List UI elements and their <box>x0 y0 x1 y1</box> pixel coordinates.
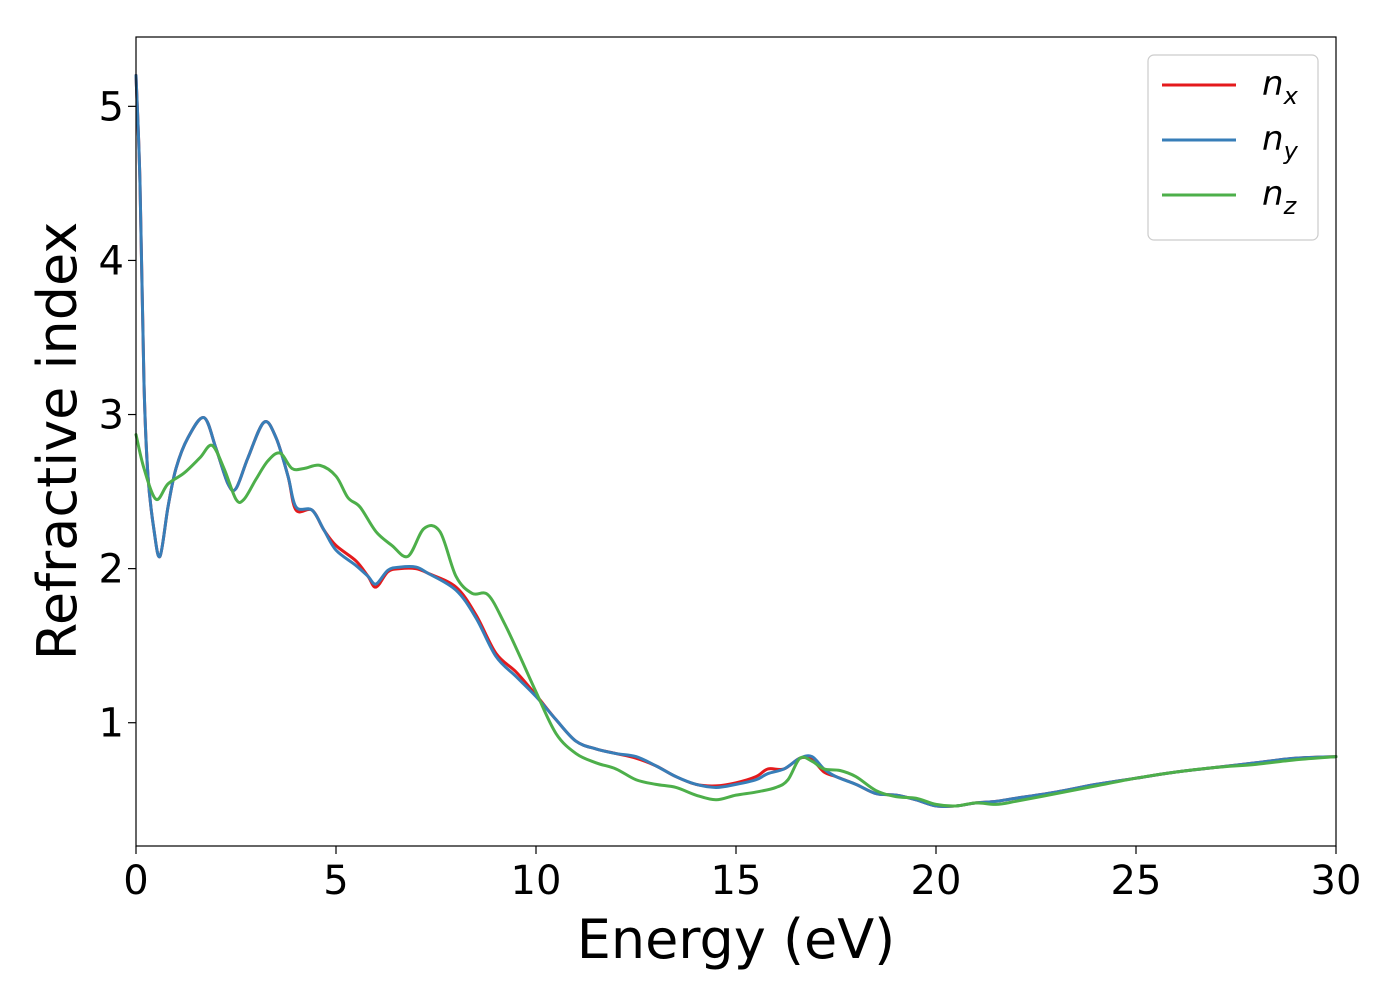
x-tick-label: 20 <box>911 858 962 904</box>
x-tick-label: 10 <box>511 858 562 904</box>
y-tick-label: 3 <box>99 393 124 439</box>
y-tick-label: 4 <box>99 238 124 284</box>
y-axis-label: Refractive index <box>26 222 89 661</box>
y-tick-label: 2 <box>99 547 124 593</box>
x-tick-label: 15 <box>711 858 762 904</box>
x-axis-label: Energy (eV) <box>577 908 896 971</box>
y-tick-label: 1 <box>99 701 124 747</box>
x-tick-label: 5 <box>323 858 348 904</box>
x-tick-label: 30 <box>1311 858 1362 904</box>
x-tick-label: 25 <box>1111 858 1162 904</box>
legend-label-x: nx <box>1262 64 1299 110</box>
y-tick-label: 5 <box>99 84 124 130</box>
series-layer <box>134 74 1338 809</box>
plot-background <box>136 37 1336 846</box>
legend: nx ny nz <box>1147 54 1319 241</box>
series-line-z <box>134 433 1338 808</box>
y-axis: 1 2 3 4 5 <box>99 84 136 747</box>
x-axis: 0 5 10 15 20 25 30 <box>123 846 1361 904</box>
x-tick-label: 0 <box>123 858 148 904</box>
legend-label-y: ny <box>1262 119 1299 165</box>
legend-label-z: nz <box>1262 174 1298 220</box>
